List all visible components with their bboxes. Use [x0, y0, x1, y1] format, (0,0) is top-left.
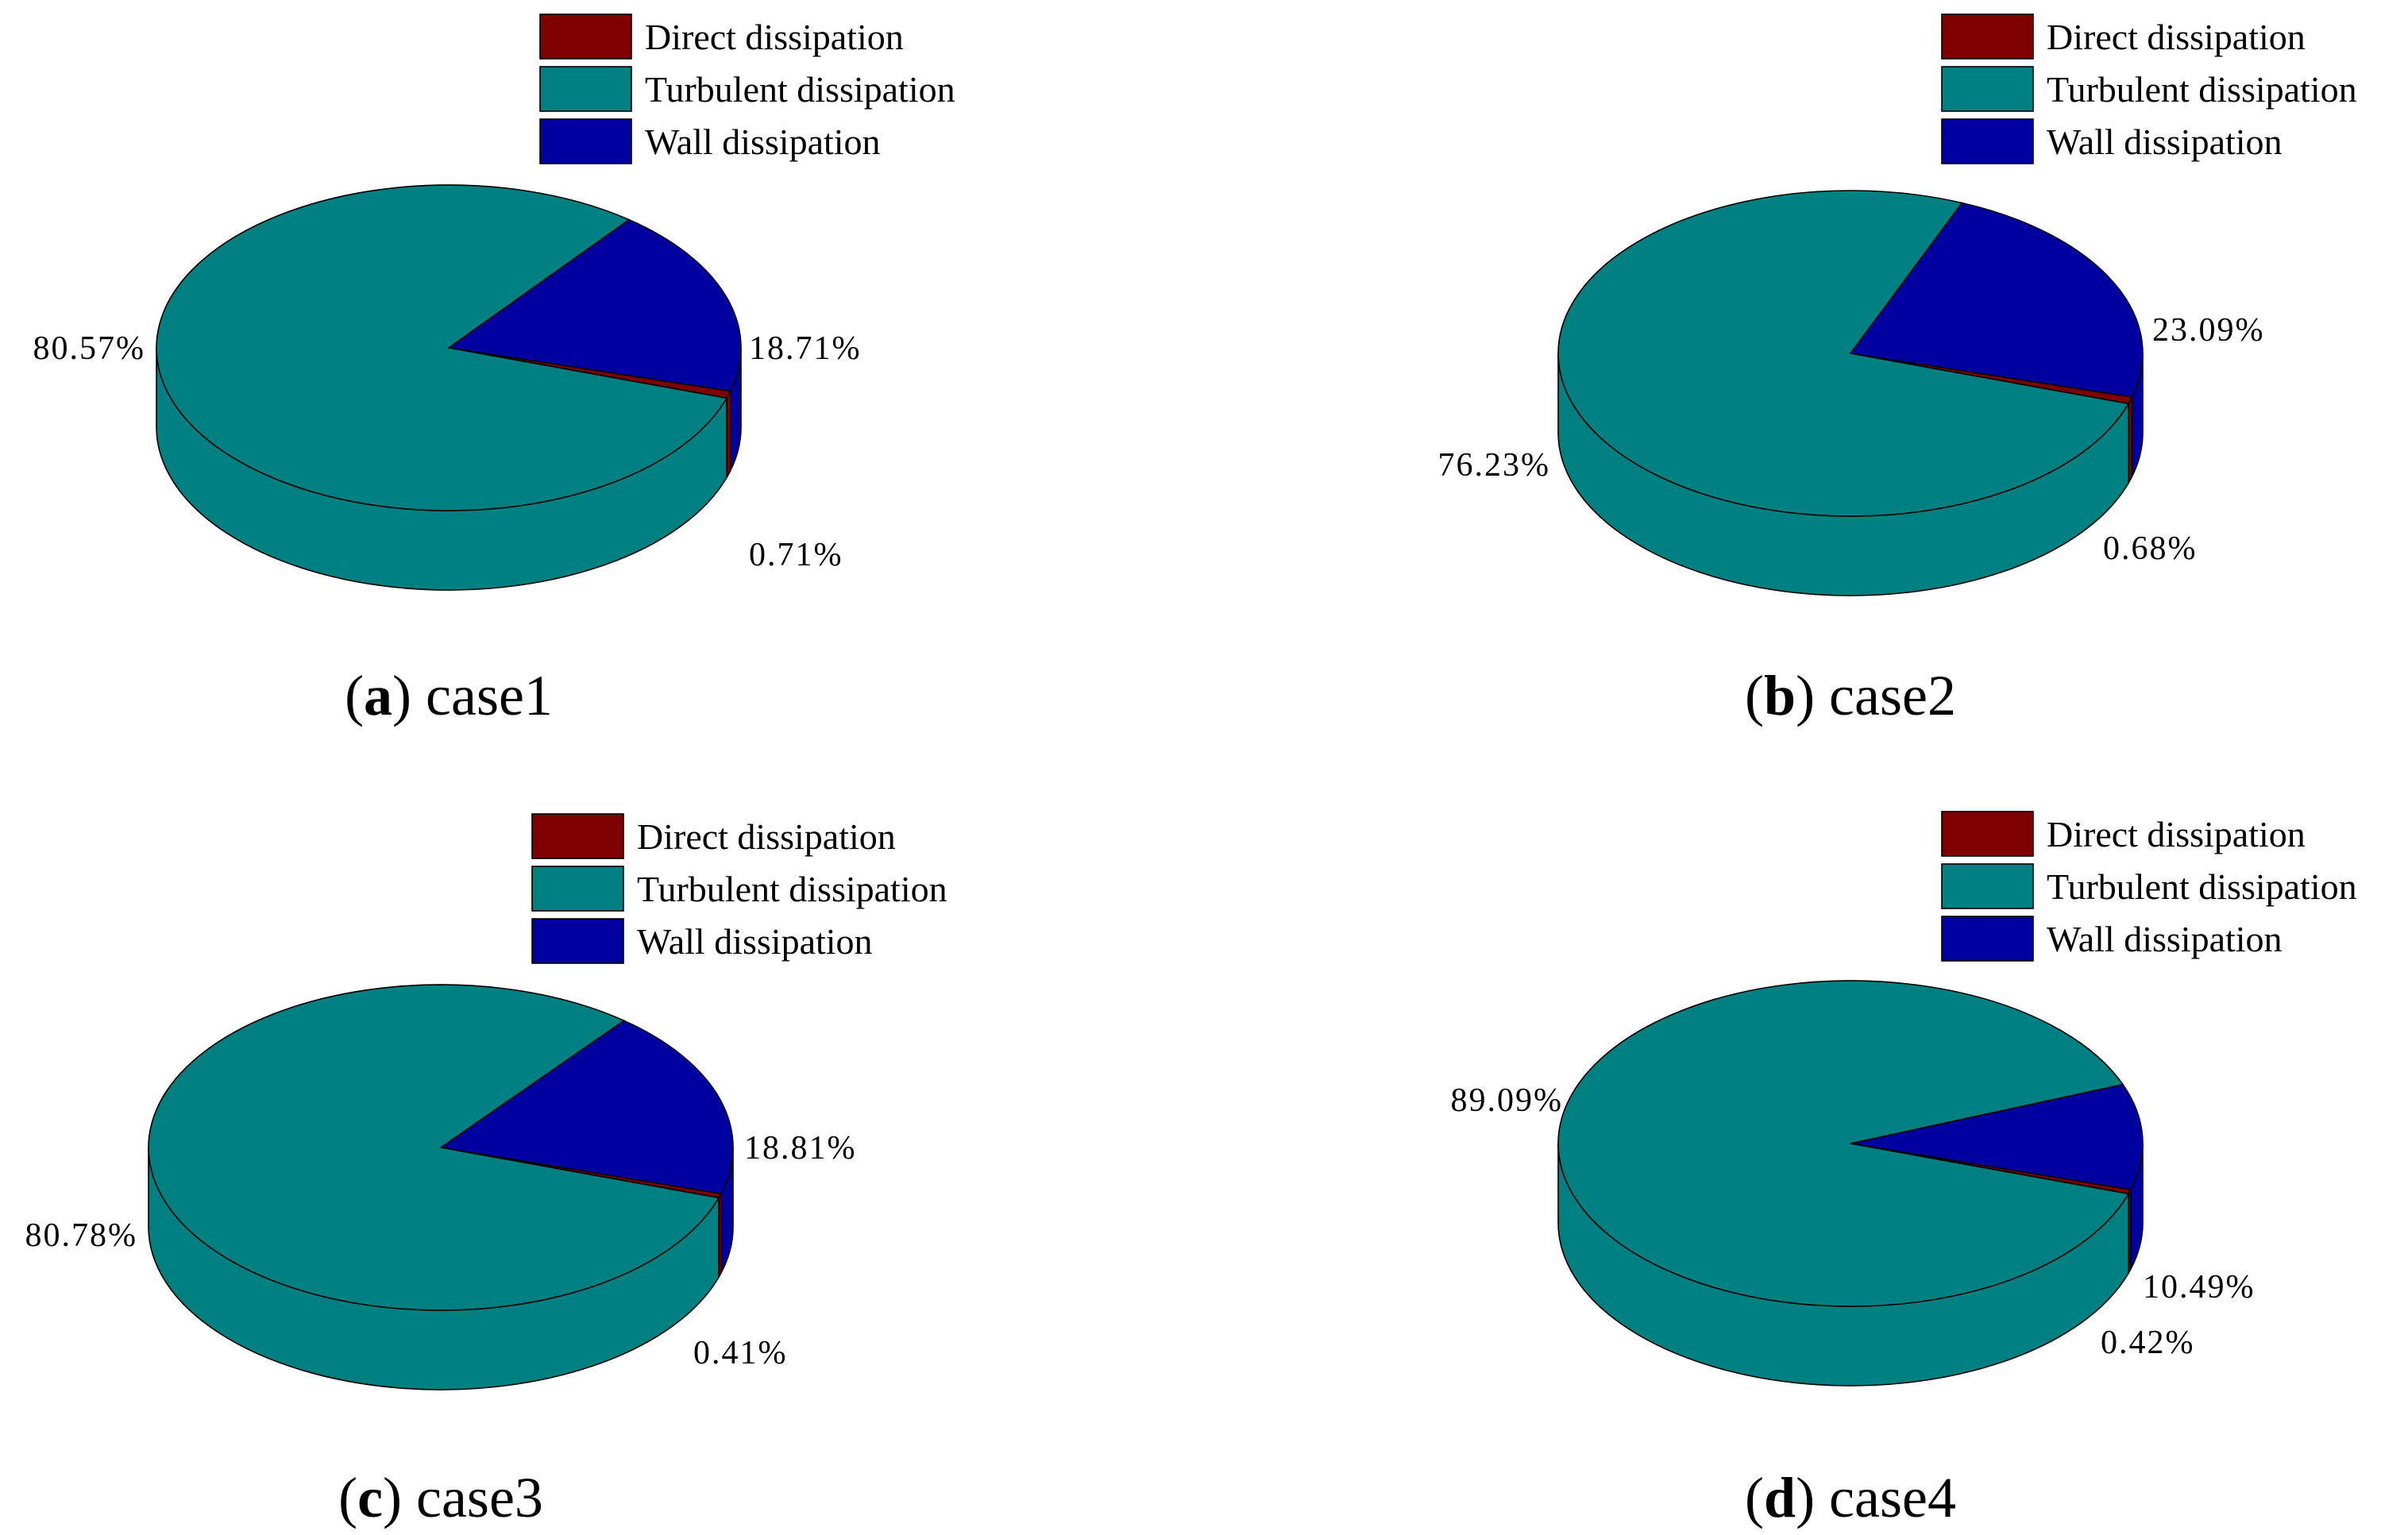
legend-swatch-wall — [531, 918, 624, 964]
legend-label-turbulent: Turbulent dissipation — [637, 869, 947, 909]
legend-swatch-direct — [1941, 811, 2034, 857]
slice-label-wall: 10.49% — [2143, 1269, 2256, 1306]
legend-label-direct: Direct dissipation — [637, 816, 896, 857]
slice-label-direct: 0.41% — [693, 1335, 788, 1371]
slice-label-turbulent: 89.09% — [1451, 1082, 1564, 1119]
slice-label-turbulent: 80.57% — [33, 330, 146, 367]
legend-label-wall: Wall dissipation — [2047, 121, 2283, 162]
legend-label-wall: Wall dissipation — [645, 121, 881, 162]
panel-caption: (b) case2 — [1745, 664, 1956, 727]
slice-label-wall: 18.71% — [749, 330, 862, 367]
slice-wall — [438, 1020, 734, 1195]
legend-label-turbulent: Turbulent dissipation — [2047, 69, 2357, 110]
pie-panel-case3: 0.41% 80.78% 18.81% Direct dissipation Turbu… — [25, 813, 947, 1529]
legend-label-direct: Direct dissipation — [2047, 17, 2306, 57]
panel-caption: (d) case4 — [1745, 1466, 1956, 1529]
slice-turbulent — [1557, 980, 2130, 1307]
legend-label-wall: Wall dissipation — [2047, 919, 2283, 959]
legend-swatch-direct — [1941, 13, 2034, 60]
panel-caption: (a) case1 — [345, 664, 553, 727]
legend-label-direct: Direct dissipation — [645, 17, 904, 57]
legend-swatch-direct — [539, 13, 632, 60]
slice-label-wall: 23.09% — [2152, 312, 2265, 349]
slice-label-direct: 0.71% — [749, 537, 843, 573]
legend-swatch-wall — [1941, 916, 2034, 962]
pie-panel-case2: 0.68% 76.23% 23.09% Direct dissipation Turbu… — [1438, 13, 2357, 727]
legend-label-turbulent: Turbulent dissipation — [645, 69, 955, 110]
legend-label-direct: Direct dissipation — [2047, 814, 2306, 854]
legend-label-turbulent: Turbulent dissipation — [2047, 866, 2357, 907]
legend-swatch-direct — [531, 813, 624, 859]
slice-wall — [1849, 202, 2144, 398]
pie-panel-case4: 0.42% 89.09% 10.49% Direct dissipation Turbu… — [1451, 811, 2357, 1529]
legend-swatch-turbulent — [1941, 863, 2034, 909]
slice-label-direct: 0.42% — [2101, 1325, 2195, 1361]
slice-wall — [446, 218, 742, 392]
panel-caption: (c) case3 — [338, 1466, 543, 1529]
slice-wall — [1850, 1083, 2144, 1191]
legend-swatch-wall — [539, 118, 632, 164]
legend-label-wall: Wall dissipation — [637, 921, 873, 962]
legend-swatch-turbulent — [531, 866, 624, 912]
slice-turbulent — [148, 984, 720, 1311]
legend-swatch-turbulent — [1941, 66, 2034, 112]
slice-label-turbulent: 80.78% — [25, 1217, 138, 1254]
slice-turbulent — [1557, 190, 2130, 517]
slice-turbulent — [156, 184, 728, 511]
slice-label-turbulent: 76.23% — [1438, 447, 1551, 484]
slice-label-direct: 0.68% — [2103, 530, 2198, 567]
legend-swatch-wall — [1941, 118, 2034, 164]
legend-swatch-turbulent — [539, 66, 632, 112]
slice-label-wall: 18.81% — [744, 1130, 857, 1167]
pie-panel-case1: 0.71% 80.57% 18.71% Direct dissipation Turbu… — [33, 13, 955, 727]
